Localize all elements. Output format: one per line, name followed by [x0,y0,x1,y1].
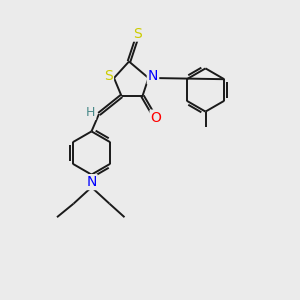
Text: N: N [86,175,97,189]
Text: O: O [151,111,161,124]
Text: N: N [148,70,158,83]
Text: S: S [104,70,113,83]
Text: H: H [86,106,95,119]
Text: S: S [134,27,142,40]
